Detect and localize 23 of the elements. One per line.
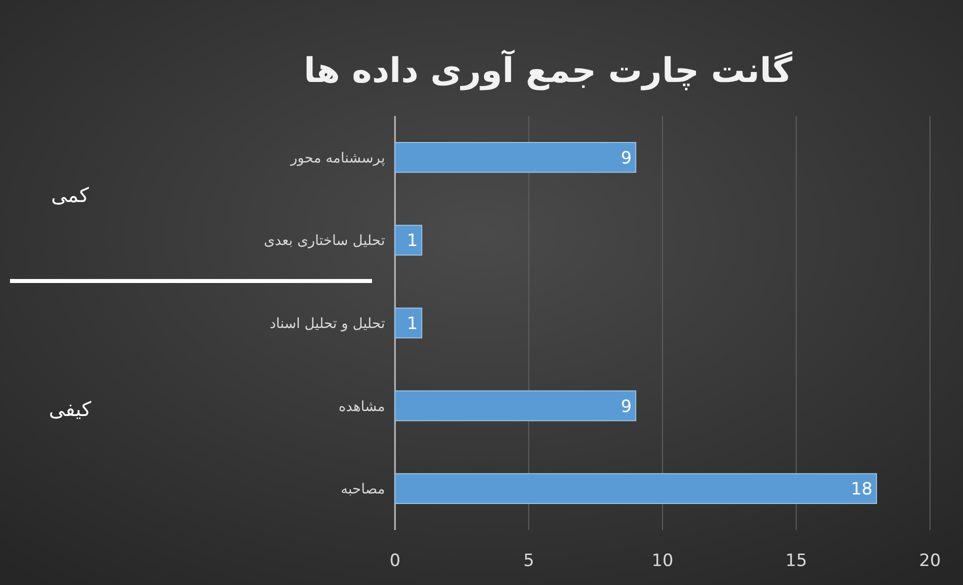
data-label: 1 bbox=[406, 314, 418, 334]
y-tick-label: تحلیل و تحلیل اسناد bbox=[270, 316, 386, 332]
bar bbox=[394, 308, 422, 338]
data-label: 1 bbox=[406, 231, 418, 252]
bar bbox=[394, 390, 636, 422]
bar bbox=[394, 473, 877, 504]
x-tick-label: 0 bbox=[390, 551, 400, 571]
x-tick-label: 5 bbox=[523, 551, 534, 571]
bar bbox=[394, 224, 422, 256]
bar bbox=[394, 142, 636, 173]
y-tick-label: تحلیل ساختاری بعدی bbox=[264, 233, 386, 250]
y-tick-label: مشاهده bbox=[338, 398, 385, 415]
y-tick-label: مصاحبه bbox=[340, 482, 385, 498]
data-label: 9 bbox=[620, 396, 632, 417]
chart-title: گانت چارت جمع آوری داده ها bbox=[304, 49, 792, 91]
y-tick-label: پرسشنامه محور bbox=[290, 150, 386, 166]
text: کمی bbox=[51, 183, 90, 207]
data-label: 9 bbox=[620, 148, 632, 168]
x-tick-label: 20 bbox=[919, 551, 941, 571]
text: کیفی bbox=[48, 397, 92, 421]
x-tick-label: 10 bbox=[652, 551, 674, 571]
data-label: 18 bbox=[850, 480, 872, 500]
x-tick-label: 15 bbox=[785, 551, 808, 571]
